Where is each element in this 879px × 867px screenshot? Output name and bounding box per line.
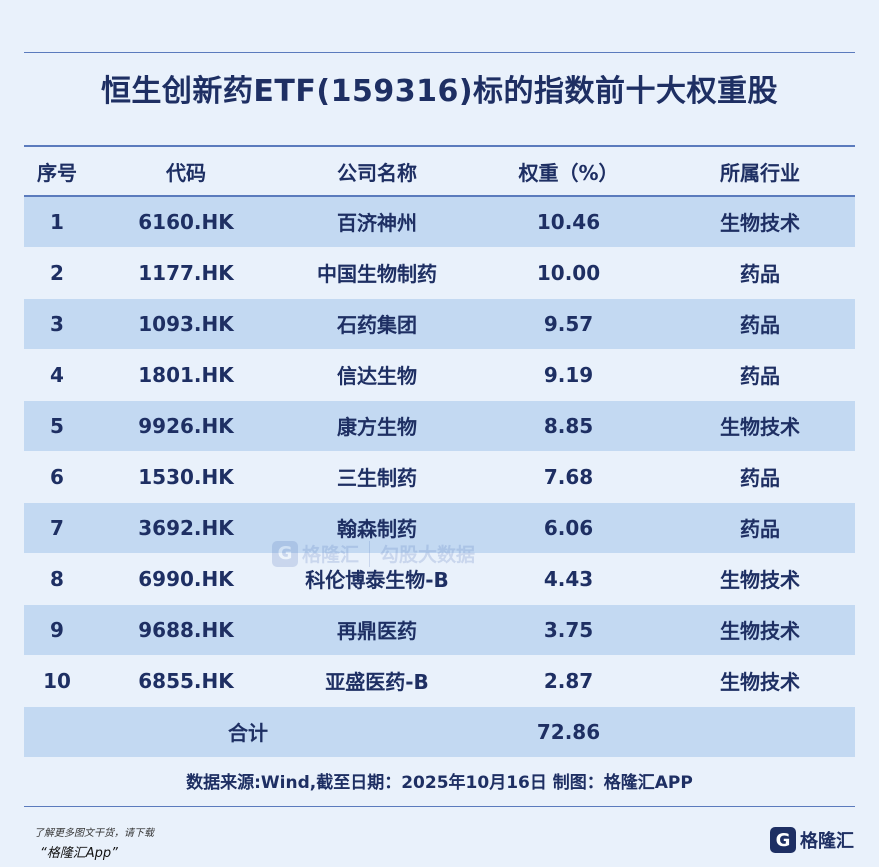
cell-index: 3	[24, 298, 90, 349]
cell-weight: 8.85	[472, 400, 665, 451]
cell-weight: 10.00	[472, 247, 665, 298]
table-row: 4 1801.HK 信达生物 9.19 药品	[24, 349, 855, 400]
cell-industry: 生物技术	[665, 604, 855, 655]
cell-company: 康方生物	[282, 400, 472, 451]
table-header-row: 序号 代码 公司名称 权重（%） 所属行业	[24, 145, 855, 197]
cell-code: 9688.HK	[90, 604, 282, 655]
cell-code: 6855.HK	[90, 655, 282, 706]
cell-index: 1	[24, 196, 90, 247]
table-row: 7 3692.HK 翰森制药 6.06 药品	[24, 502, 855, 553]
table-row: 3 1093.HK 石药集团 9.57 药品	[24, 298, 855, 349]
brand-logo: G 格隆汇	[770, 826, 854, 854]
cell-index: 10	[24, 655, 90, 706]
cell-code: 1093.HK	[90, 298, 282, 349]
cell-company: 信达生物	[282, 349, 472, 400]
cell-code: 1177.HK	[90, 247, 282, 298]
logo-icon: G	[770, 827, 796, 853]
cell-company: 中国生物制药	[282, 247, 472, 298]
cell-index: 7	[24, 502, 90, 553]
cell-company: 百济神州	[282, 196, 472, 247]
cell-company: 再鼎医药	[282, 604, 472, 655]
cell-index: 5	[24, 400, 90, 451]
cell-code: 6160.HK	[90, 196, 282, 247]
cell-index: 8	[24, 553, 90, 604]
cell-weight: 4.43	[472, 553, 665, 604]
cell-index: 4	[24, 349, 90, 400]
cell-code: 3692.HK	[90, 502, 282, 553]
cell-industry: 生物技术	[665, 655, 855, 706]
cell-weight: 9.57	[472, 298, 665, 349]
total-spacer	[282, 706, 472, 757]
cell-industry: 生物技术	[665, 553, 855, 604]
cell-company: 科伦博泰生物-B	[282, 553, 472, 604]
weights-table: 序号 代码 公司名称 权重（%） 所属行业 1 6160.HK 百济神州 10.…	[24, 145, 855, 758]
cell-code: 1530.HK	[90, 451, 282, 502]
cell-weight: 7.68	[472, 451, 665, 502]
page-title: 恒生创新药ETF(159316)标的指数前十大权重股	[100, 74, 779, 109]
cell-industry: 生物技术	[665, 196, 855, 247]
table-row: 1 6160.HK 百济神州 10.46 生物技术	[24, 196, 855, 247]
cell-code: 9926.HK	[90, 400, 282, 451]
cell-industry: 药品	[665, 502, 855, 553]
cell-weight: 6.06	[472, 502, 665, 553]
cell-weight: 10.46	[472, 196, 665, 247]
cell-company: 石药集团	[282, 298, 472, 349]
footnote-line2: “格隆汇App”	[40, 846, 118, 861]
cell-weight: 9.19	[472, 349, 665, 400]
logo-text: 格隆汇	[800, 831, 854, 852]
table-row: 2 1177.HK 中国生物制药 10.00 药品	[24, 247, 855, 298]
total-value: 72.86	[472, 706, 665, 757]
table-row: 6 1530.HK 三生制药 7.68 药品	[24, 451, 855, 502]
cell-weight: 3.75	[472, 604, 665, 655]
cell-company: 亚盛医药-B	[282, 655, 472, 706]
cell-company: 翰森制药	[282, 502, 472, 553]
cell-weight: 2.87	[472, 655, 665, 706]
header-industry: 所属行业	[665, 145, 855, 197]
table-row: 5 9926.HK 康方生物 8.85 生物技术	[24, 400, 855, 451]
header-company: 公司名称	[282, 145, 472, 197]
cell-index: 6	[24, 451, 90, 502]
cell-industry: 生物技术	[665, 400, 855, 451]
cell-industry: 药品	[665, 451, 855, 502]
cell-industry: 药品	[665, 247, 855, 298]
cell-index: 2	[24, 247, 90, 298]
cell-code: 6990.HK	[90, 553, 282, 604]
cell-code: 1801.HK	[90, 349, 282, 400]
header-code: 代码	[90, 145, 282, 197]
cell-index: 9	[24, 604, 90, 655]
cell-industry: 药品	[665, 298, 855, 349]
table-row: 9 9688.HK 再鼎医药 3.75 生物技术	[24, 604, 855, 655]
bottom-rule	[24, 806, 855, 807]
footnote-line1: 了解更多图文干货，请下载	[34, 828, 154, 839]
top-rule	[24, 52, 855, 53]
table-row: 8 6990.HK 科伦博泰生物-B 4.43 生物技术	[24, 553, 855, 604]
total-blank	[665, 706, 855, 757]
data-source: 数据来源:Wind,截至日期：2025年10月16日 制图：格隆汇APP	[186, 773, 693, 793]
total-label: 合计	[24, 706, 282, 757]
header-index: 序号	[24, 145, 90, 197]
table-row: 10 6855.HK 亚盛医药-B 2.87 生物技术	[24, 655, 855, 706]
total-row: 合计 72.86	[24, 706, 855, 757]
cell-industry: 药品	[665, 349, 855, 400]
cell-company: 三生制药	[282, 451, 472, 502]
header-weight: 权重（%）	[472, 145, 665, 197]
